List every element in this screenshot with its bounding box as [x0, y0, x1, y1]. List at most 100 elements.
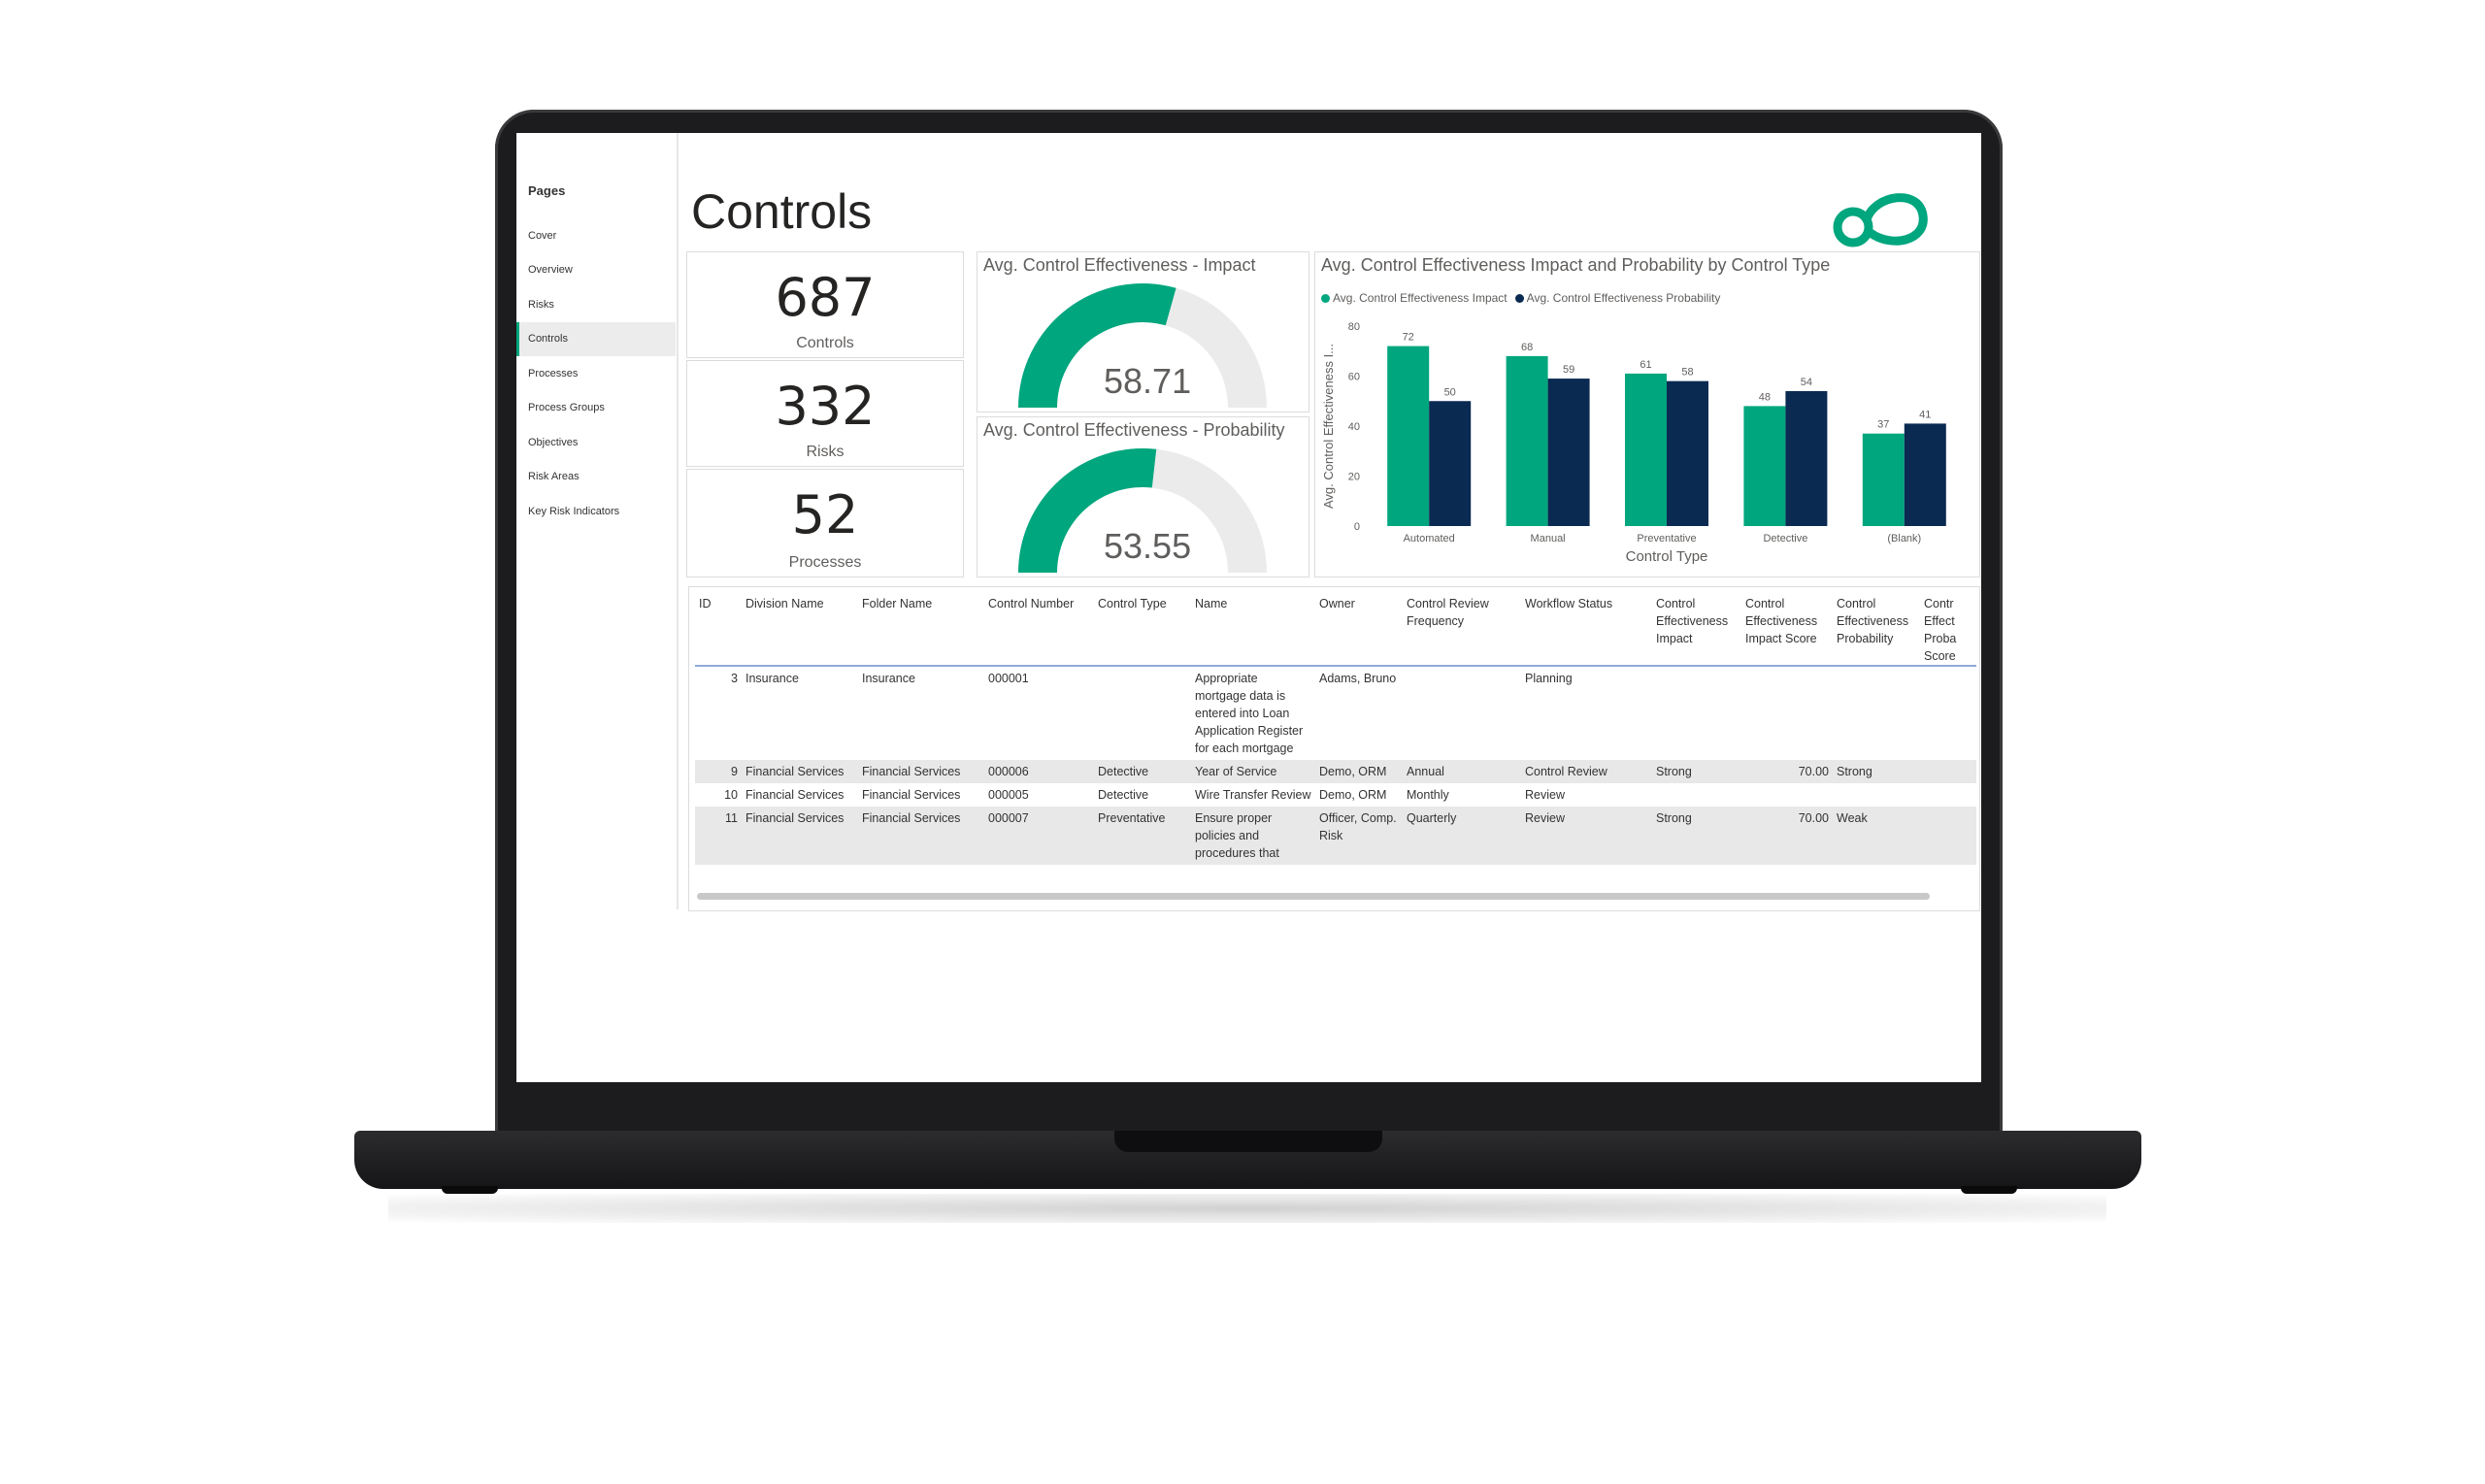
table-cell: 70.00: [1741, 760, 1833, 783]
table-cell: 11: [695, 807, 742, 865]
table-cell: 10: [724, 788, 738, 802]
nav-item-risks[interactable]: Risks: [528, 298, 554, 311]
table-cell: 000007: [984, 807, 1094, 865]
table-row[interactable]: 10 Financial Services Financial Services 00…: [695, 783, 1976, 807]
table-cell: [1094, 666, 1191, 760]
table-cell: [1652, 783, 1741, 807]
controls-table-card: ID Division Name Folder Name Control Number…: [688, 586, 1980, 911]
table-row[interactable]: 3 Insurance Insurance 000001 Appropriate mor…: [695, 666, 1976, 760]
column-header[interactable]: Workflow Status: [1521, 587, 1652, 667]
nav-item-overview[interactable]: Overview: [528, 264, 573, 277]
column-header[interactable]: Control Effectiveness Probability: [1833, 587, 1920, 667]
nav-item-risk-areas[interactable]: Risk Areas: [528, 471, 580, 483]
table-header-row: ID Division Name Folder Name Control Number…: [695, 587, 1976, 667]
bar-avg-control-effectiveness-impact: [1387, 346, 1430, 526]
nav-title: Pages: [528, 183, 566, 198]
table-cell: [1741, 783, 1833, 807]
table-cell: Review: [1521, 807, 1652, 865]
y-tick-label: 20: [1348, 472, 1360, 483]
table-cell: Financial Services: [858, 760, 984, 783]
legend-label: Avg. Control Effectiveness Impact: [1333, 291, 1508, 305]
table-cell: Detective: [1094, 760, 1191, 783]
bar-avg-control-effectiveness-impact: [1506, 355, 1548, 526]
kpi-value: 52: [791, 484, 859, 545]
table-cell: 9: [695, 760, 742, 783]
table-cell: [1403, 666, 1521, 760]
legend-dot-icon: [1321, 294, 1330, 304]
gauge-impact: [1018, 282, 1267, 408]
table-cell: 000006: [984, 760, 1094, 783]
table-cell: [1920, 666, 1976, 760]
nav-item-cover[interactable]: Cover: [528, 229, 557, 242]
bar-avg-control-effectiveness-impact: [1625, 373, 1667, 526]
column-header[interactable]: Name: [1191, 587, 1315, 667]
kpi-label: Risks: [806, 444, 845, 460]
bar-avg-control-effectiveness-impact: [1862, 433, 1905, 526]
page-title: Controls: [691, 184, 873, 239]
bar-data-label: 37: [1877, 419, 1889, 431]
table-cell: Insurance: [862, 672, 915, 685]
y-tick-label: 40: [1348, 421, 1360, 433]
column-header[interactable]: Contr Effect Proba Score: [1920, 587, 1976, 667]
nav-item-controls[interactable]: Controls: [516, 321, 676, 356]
table-cell: Wire Transfer Review: [1195, 788, 1311, 802]
gauge-title: Avg. Control Effectiveness - Impact: [983, 255, 1256, 275]
kpi-card-controls: 687 Controls: [686, 251, 964, 358]
column-header[interactable]: Division Name: [742, 587, 858, 667]
bar-avg-control-effectiveness-probability: [1547, 379, 1590, 526]
gauge-title: Avg. Control Effectiveness - Probability: [983, 420, 1285, 440]
column-header[interactable]: Control Effectiveness Impact: [1652, 587, 1741, 667]
laptop-foot: [442, 1186, 498, 1194]
nav-item-key-risk-indicators[interactable]: Key Risk Indicators: [528, 505, 620, 517]
nav-item-processes[interactable]: Processes: [528, 367, 579, 379]
x-tick-label: (Blank): [1887, 533, 1921, 544]
table-cell: Financial Services: [858, 807, 984, 865]
brand-logo-icon: [1833, 193, 1928, 247]
gauge-card-impact: Avg. Control Effectiveness - Impact 58.7…: [977, 251, 1309, 412]
column-header[interactable]: Folder Name: [858, 587, 984, 667]
legend-item[interactable]: Avg. Control Effectiveness Impact: [1321, 291, 1508, 305]
laptop-shadow: [388, 1194, 2106, 1223]
laptop-screen: Pages Cover Overview Risks Controls Processe…: [516, 133, 1981, 1082]
kpi-label: Processes: [788, 554, 862, 571]
table-cell: [1920, 807, 1976, 865]
laptop-foot: [1961, 1186, 2017, 1194]
y-axis-title: Avg. Control Effectiveness I...: [1321, 344, 1336, 509]
table-cell: Quarterly: [1403, 807, 1521, 865]
column-header[interactable]: Control Number: [984, 587, 1094, 667]
column-header[interactable]: Control Effectiveness Impact Score: [1741, 587, 1833, 667]
table-cell: Officer, Comp. Risk: [1315, 807, 1403, 865]
column-header[interactable]: Control Type: [1094, 587, 1191, 667]
y-tick-label: 80: [1348, 321, 1360, 333]
nav-item-process-groups[interactable]: Process Groups: [528, 402, 605, 414]
table-cell: Review: [1525, 788, 1565, 802]
gauge-card-probability: Avg. Control Effectiveness - Probability…: [977, 416, 1309, 577]
column-header[interactable]: Owner: [1315, 587, 1403, 667]
bar-avg-control-effectiveness-probability: [1904, 423, 1946, 526]
table-cell: 3: [731, 672, 738, 685]
gauge-value: 53.55: [1104, 526, 1192, 566]
table-cell: [1920, 760, 1976, 783]
kpi-value: 687: [775, 267, 876, 328]
bar-data-label: 58: [1681, 367, 1693, 379]
nav-item-objectives[interactable]: Objectives: [528, 436, 579, 448]
table-cell: [1652, 666, 1741, 760]
column-header[interactable]: ID: [695, 587, 742, 667]
gauge-fill: [1018, 282, 1176, 408]
bar-data-label: 68: [1521, 342, 1533, 353]
horizontal-scrollbar[interactable]: [697, 893, 1930, 900]
table-row[interactable]: 9 Financial Services Financial Services 000…: [695, 760, 1976, 783]
table-cell: Financial Services: [742, 760, 858, 783]
x-tick-label: Detective: [1763, 533, 1807, 544]
y-tick-label: 0: [1354, 521, 1360, 533]
y-tick-label: 60: [1348, 372, 1360, 383]
gauge-value: 58.71: [1104, 361, 1192, 401]
column-header[interactable]: Control Review Frequency: [1403, 587, 1521, 667]
table-cell: [1741, 666, 1833, 760]
legend-item[interactable]: Avg. Control Effectiveness Probability: [1514, 291, 1720, 305]
table-cell: Year of Service: [1191, 760, 1315, 783]
x-tick-label: Preventative: [1637, 533, 1696, 544]
table-row[interactable]: 11 Financial Services Financial Services 00…: [695, 807, 1976, 865]
bar-data-label: 50: [1444, 386, 1456, 398]
table-cell: Planning: [1525, 672, 1573, 685]
